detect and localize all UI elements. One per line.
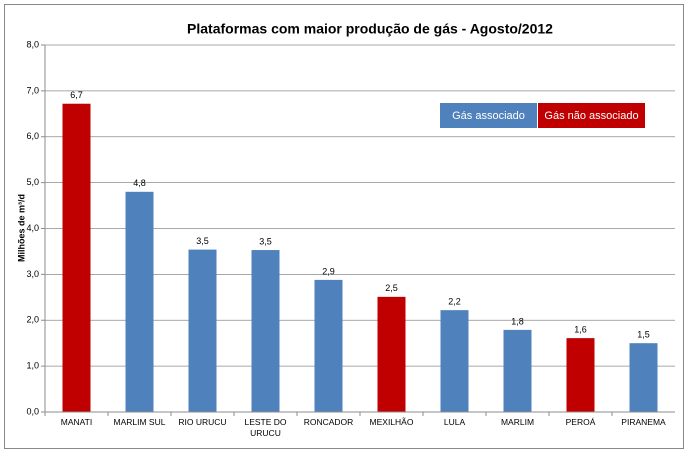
y-tick-label: 1,0 <box>26 361 39 371</box>
y-tick-label: 7,0 <box>26 85 39 95</box>
x-tick-label: LULA <box>443 417 466 427</box>
bar <box>62 103 91 412</box>
chart-title: Plataformas com maior produção de gás - … <box>187 21 553 37</box>
x-tick-label: MARLIM SUL <box>113 417 166 427</box>
bar <box>314 279 343 412</box>
x-tick-label: RIO URUCU <box>178 417 227 427</box>
bar <box>629 343 658 412</box>
y-tick-label: 0,0 <box>26 406 39 416</box>
bar <box>566 338 595 412</box>
value-label: 3,5 <box>259 236 272 246</box>
x-tick-label-box: LESTE DO URUCU <box>244 417 287 438</box>
legend-swatch <box>538 103 645 128</box>
bar <box>125 191 154 412</box>
x-tick-label-box: LULA <box>443 417 466 427</box>
x-tick-label-box: MEXILHÃO <box>369 417 414 427</box>
x-tick-label: MARLIM <box>500 417 535 427</box>
value-label: 2,5 <box>385 283 398 293</box>
x-tick-label-box: RONCADOR <box>303 417 354 427</box>
bar <box>503 329 532 412</box>
x-tick-label-box: RIO URUCU <box>178 417 227 427</box>
value-label: 3,5 <box>196 236 209 246</box>
legend-label: Gás não associado <box>544 110 638 122</box>
x-tick-label-box: PEROÁ <box>565 417 596 427</box>
bar <box>251 250 280 412</box>
y-tick-label: 2,0 <box>26 315 39 325</box>
y-tick-label: 4,0 <box>26 223 39 233</box>
x-tick-label: LESTE DO URUCU <box>244 417 287 438</box>
y-tick-label: 3,0 <box>26 269 39 279</box>
x-tick-label: RONCADOR <box>303 417 354 427</box>
x-tick-label-box: MARLIM <box>500 417 535 427</box>
y-axis-label: Milhões de m³/d <box>16 194 26 262</box>
value-label: 2,9 <box>322 266 335 276</box>
value-label: 1,8 <box>511 316 524 326</box>
x-tick-label: PIRANEMA <box>621 417 666 427</box>
x-tick-label: MEXILHÃO <box>369 417 414 427</box>
x-tick-label: PEROÁ <box>565 417 596 427</box>
x-tick-label-box: MANATI <box>60 417 93 427</box>
bar <box>440 310 469 412</box>
value-label: 4,8 <box>133 178 146 188</box>
x-tick-label: MANATI <box>60 417 93 427</box>
value-label: 6,7 <box>70 90 83 100</box>
y-tick-label: 5,0 <box>26 177 39 187</box>
bar <box>188 249 217 412</box>
bar <box>377 296 406 412</box>
value-label: 1,5 <box>637 330 650 340</box>
y-tick-label: 8,0 <box>26 39 39 49</box>
x-tick-label-box: PIRANEMA <box>621 417 666 427</box>
legend-label: Gás associado <box>452 110 525 122</box>
value-label: 2,2 <box>448 297 461 307</box>
legend-swatch <box>440 103 537 128</box>
x-tick-label-box: MARLIM SUL <box>113 417 166 427</box>
y-tick-label: 6,0 <box>26 131 39 141</box>
value-label: 1,6 <box>574 325 587 335</box>
